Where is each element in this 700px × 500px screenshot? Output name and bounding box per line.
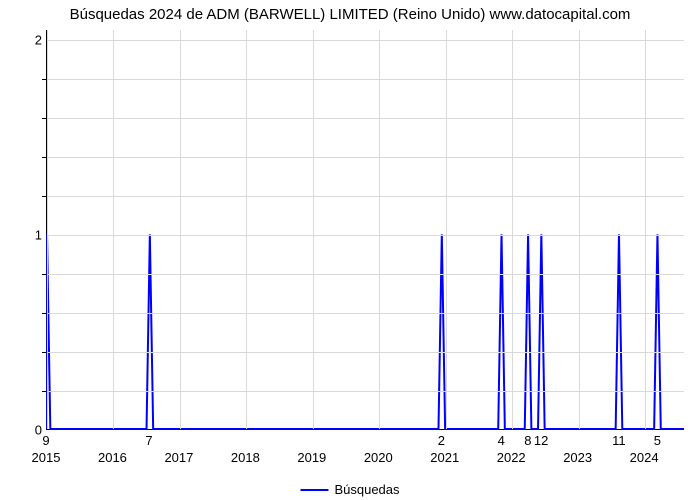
x-tick-label: 2023 bbox=[563, 450, 592, 465]
gridline-h-minor bbox=[47, 352, 684, 353]
x-tick-label: 2021 bbox=[430, 450, 459, 465]
y-minor-tick bbox=[42, 274, 46, 275]
spike-value-label: 5 bbox=[654, 433, 661, 448]
y-minor-tick bbox=[42, 118, 46, 119]
gridline-h-minor bbox=[47, 274, 684, 275]
gridline-v bbox=[113, 30, 114, 429]
gridline-h-minor bbox=[47, 313, 684, 314]
series-path bbox=[47, 234, 684, 429]
y-minor-tick bbox=[42, 352, 46, 353]
gridline-v bbox=[180, 30, 181, 429]
y-minor-tick bbox=[42, 196, 46, 197]
x-tick-label: 2019 bbox=[297, 450, 326, 465]
spike-value-label: 4 bbox=[498, 433, 505, 448]
y-tick-label: 1 bbox=[28, 227, 42, 242]
x-tick-label: 2016 bbox=[98, 450, 127, 465]
chart-title: Búsquedas 2024 de ADM (BARWELL) LIMITED … bbox=[0, 0, 700, 23]
gridline-h-minor bbox=[47, 118, 684, 119]
spike-value-label: 9 bbox=[42, 433, 49, 448]
y-tick-label: 0 bbox=[28, 423, 42, 438]
legend: Búsquedas bbox=[300, 482, 399, 497]
y-minor-tick bbox=[42, 391, 46, 392]
x-tick-label: 2024 bbox=[630, 450, 659, 465]
plot-area bbox=[46, 30, 684, 430]
gridline-h bbox=[47, 40, 684, 41]
spike-value-label: 2 bbox=[438, 433, 445, 448]
gridline-h-minor bbox=[47, 79, 684, 80]
spike-value-label: 12 bbox=[534, 433, 548, 448]
gridline-v bbox=[446, 30, 447, 429]
x-tick-label: 2017 bbox=[164, 450, 193, 465]
y-minor-tick bbox=[42, 79, 46, 80]
spike-value-label: 11 bbox=[612, 433, 626, 448]
line-series bbox=[47, 30, 684, 429]
y-tick-label: 2 bbox=[28, 32, 42, 47]
spike-value-label: 8 bbox=[524, 433, 531, 448]
x-tick-label: 2022 bbox=[497, 450, 526, 465]
y-minor-tick bbox=[42, 157, 46, 158]
gridline-v bbox=[246, 30, 247, 429]
gridline-h-minor bbox=[47, 196, 684, 197]
gridline-h-minor bbox=[47, 157, 684, 158]
gridline-v bbox=[645, 30, 646, 429]
gridline-v bbox=[379, 30, 380, 429]
legend-label: Búsquedas bbox=[334, 482, 399, 497]
x-tick-label: 2018 bbox=[231, 450, 260, 465]
gridline-h-minor bbox=[47, 391, 684, 392]
gridline-v bbox=[579, 30, 580, 429]
gridline-v bbox=[512, 30, 513, 429]
gridline-v bbox=[47, 30, 48, 429]
spike-value-label: 7 bbox=[145, 433, 152, 448]
x-tick-label: 2020 bbox=[364, 450, 393, 465]
chart-container: Búsquedas 2024 de ADM (BARWELL) LIMITED … bbox=[0, 0, 700, 500]
legend-swatch bbox=[300, 489, 328, 491]
gridline-h bbox=[47, 235, 684, 236]
y-minor-tick bbox=[42, 313, 46, 314]
gridline-v bbox=[313, 30, 314, 429]
x-tick-label: 2015 bbox=[32, 450, 61, 465]
